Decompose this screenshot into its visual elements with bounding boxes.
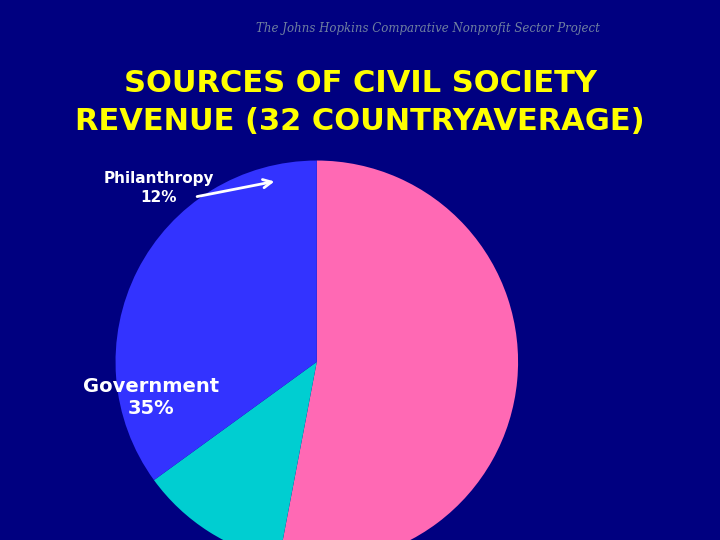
Text: Philanthropy: Philanthropy [103,171,214,186]
Text: REVENUE (32 COUNTRYAVERAGE): REVENUE (32 COUNTRYAVERAGE) [75,107,645,136]
Wedge shape [279,160,518,540]
Wedge shape [115,160,317,480]
Wedge shape [154,362,317,540]
Text: 12%: 12% [140,190,176,205]
Text: The Johns Hopkins Comparative Nonprofit Sector Project: The Johns Hopkins Comparative Nonprofit … [256,22,600,35]
Text: Government
35%: Government 35% [83,377,219,418]
Text: SOURCES OF CIVIL SOCIETY: SOURCES OF CIVIL SOCIETY [124,69,596,98]
